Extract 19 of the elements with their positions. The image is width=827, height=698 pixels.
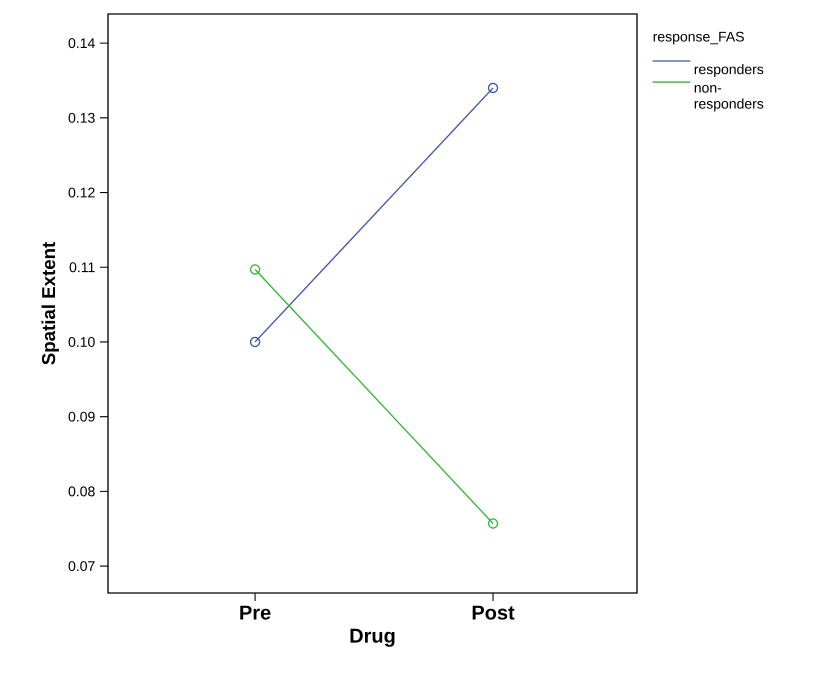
y-tick-label: 0.12 bbox=[68, 188, 95, 198]
y-tick-label: 0.10 bbox=[68, 337, 95, 347]
x-tick-label: Pre bbox=[240, 606, 270, 620]
y-tick-label: 0.09 bbox=[68, 412, 95, 422]
point bbox=[488, 518, 498, 529]
x-tick-label: Post bbox=[472, 606, 514, 620]
y-tick-label: 0.14 bbox=[68, 38, 95, 48]
point bbox=[250, 264, 260, 275]
y-tick-label: 0.07 bbox=[68, 561, 95, 572]
x-axis-title: Drug bbox=[350, 628, 394, 647]
legend-label: responders bbox=[694, 64, 764, 77]
legend-title: response_FAS bbox=[654, 32, 744, 44]
text: non-responders bbox=[694, 85, 764, 112]
y-tick-label: 0.13 bbox=[68, 112, 95, 123]
point bbox=[250, 336, 260, 348]
y-tick-label: 0.08 bbox=[68, 486, 95, 496]
y-tick-label: 0.11 bbox=[70, 262, 95, 272]
y-axis-title: Spatial Extent bbox=[41, 242, 59, 365]
point bbox=[488, 82, 498, 94]
